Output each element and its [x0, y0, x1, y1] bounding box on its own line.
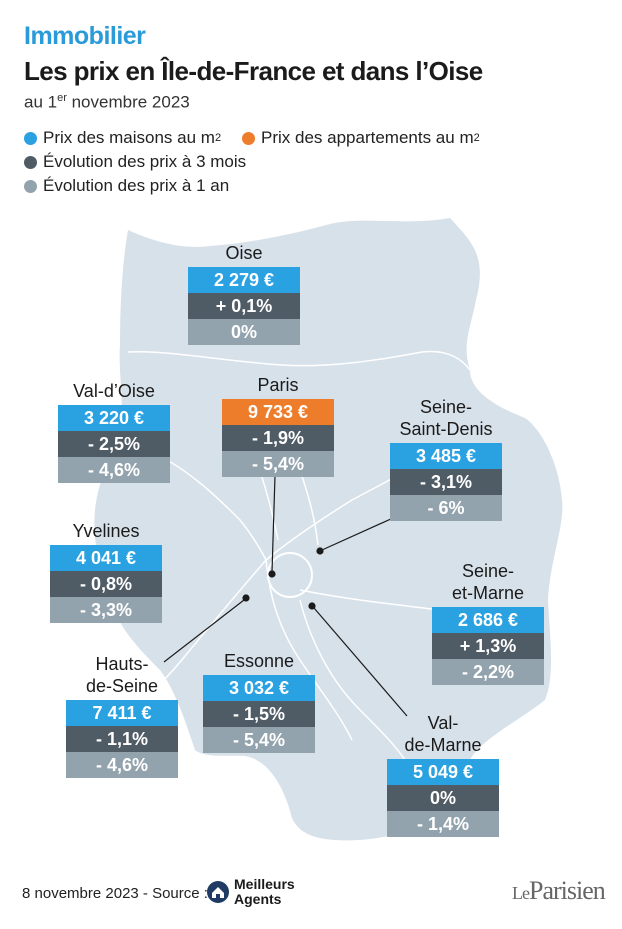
orange-dot-icon: [242, 131, 255, 145]
change-1y: - 4,6%: [66, 752, 178, 778]
change-3m: - 3,1%: [390, 469, 502, 495]
house-price: 7 411 €: [66, 700, 178, 726]
change-1y: 0%: [188, 319, 300, 345]
change-1y: - 1,4%: [387, 811, 499, 837]
change-3m: - 1,5%: [203, 701, 315, 727]
legend-change-1y: Évolution des prix à 1 an: [24, 176, 229, 196]
change-1y: - 2,2%: [432, 659, 544, 685]
house-price: 2 686 €: [432, 607, 544, 633]
change-3m: - 0,8%: [50, 571, 162, 597]
region-name: Oise: [225, 243, 263, 263]
change-3m: + 0,1%: [188, 293, 300, 319]
house-logo-icon: [207, 881, 229, 903]
region-val-de-marne: Val-de-Marne 5 049 € 0% - 1,4%: [387, 712, 499, 837]
source-line: 8 novembre 2023 - Source :: [22, 885, 208, 902]
paris-ring: [267, 552, 313, 598]
region-paris: Paris 9 733 € - 1,9% - 5,4%: [222, 374, 334, 477]
logo-line-2: Agents: [234, 891, 282, 907]
change-3m: - 2,5%: [58, 431, 170, 457]
kicker: Immobilier: [24, 22, 146, 50]
change-3m: - 1,1%: [66, 726, 178, 752]
region-name: Yvelines: [72, 521, 140, 541]
price-box: 9 733 € - 1,9% - 5,4%: [222, 399, 334, 477]
price-box: 3 220 € - 2,5% - 4,6%: [58, 405, 170, 483]
meilleurs-agents-logo: Meilleurs Agents: [206, 877, 295, 907]
price-box: 2 279 € + 0,1% 0%: [188, 267, 300, 345]
house-price: 3 032 €: [203, 675, 315, 701]
change-1y: - 5,4%: [203, 727, 315, 753]
house-price: 2 279 €: [188, 267, 300, 293]
page-title: Les prix en Île-de-France et dans l’Oise: [24, 56, 483, 86]
region-name: Seine- Saint-Denis: [399, 397, 493, 439]
house-price: 3 485 €: [390, 443, 502, 469]
change-1y: - 4,6%: [58, 457, 170, 483]
house-price: 3 220 €: [58, 405, 170, 431]
region-name: Val-de-Marne: [404, 713, 482, 755]
legend-change-3m: Évolution des prix à 3 mois: [24, 152, 246, 172]
region-seine-et-marne: Seine-et-Marne 2 686 € + 1,3% - 2,2%: [432, 560, 544, 685]
region-name: Seine-et-Marne: [451, 561, 525, 603]
change-1y: - 6%: [390, 495, 502, 521]
region-name: Hauts-de-Seine: [85, 654, 159, 696]
price-box: 5 049 € 0% - 1,4%: [387, 759, 499, 837]
region-seine-saint-denis: Seine- Saint-Denis 3 485 € - 3,1% - 6%: [390, 396, 502, 521]
apartment-price: 9 733 €: [222, 399, 334, 425]
region-name: Paris: [257, 375, 299, 395]
region-hauts-de-seine: Hauts-de-Seine 7 411 € - 1,1% - 4,6%: [66, 653, 178, 778]
price-box: 3 485 € - 3,1% - 6%: [390, 443, 502, 521]
leader-lines: [163, 475, 408, 717]
house-price: 5 049 €: [387, 759, 499, 785]
logo-line-1: Meilleurs: [234, 876, 295, 892]
region-name: Val-d’Oise: [73, 381, 155, 401]
house-price: 4 041 €: [50, 545, 162, 571]
region-yvelines: Yvelines 4 041 € - 0,8% - 3,3%: [50, 520, 162, 623]
price-box: 4 041 € - 0,8% - 3,3%: [50, 545, 162, 623]
change-3m: - 1,9%: [222, 425, 334, 451]
light-gray-dot-icon: [24, 179, 37, 193]
price-box: 3 032 € - 1,5% - 5,4%: [203, 675, 315, 753]
region-oise: Oise 2 279 € + 0,1% 0%: [188, 242, 300, 345]
le-parisien-logo: LeParisien: [512, 876, 606, 905]
region-essonne: Essonne 3 032 € - 1,5% - 5,4%: [203, 650, 315, 753]
date-line: au 1er novembre 2023: [24, 92, 190, 112]
change-1y: - 5,4%: [222, 451, 334, 477]
blue-dot-icon: [24, 131, 37, 145]
region-name: Essonne: [223, 651, 295, 671]
price-box: 7 411 € - 1,1% - 4,6%: [66, 700, 178, 778]
change-3m: + 1,3%: [432, 633, 544, 659]
change-1y: - 3,3%: [50, 597, 162, 623]
price-box: 2 686 € + 1,3% - 2,2%: [432, 607, 544, 685]
region-val-doise: Val-d’Oise 3 220 € - 2,5% - 4,6%: [58, 380, 170, 483]
dark-gray-dot-icon: [24, 155, 37, 169]
boundary-lines: [127, 350, 531, 761]
change-3m: 0%: [387, 785, 499, 811]
